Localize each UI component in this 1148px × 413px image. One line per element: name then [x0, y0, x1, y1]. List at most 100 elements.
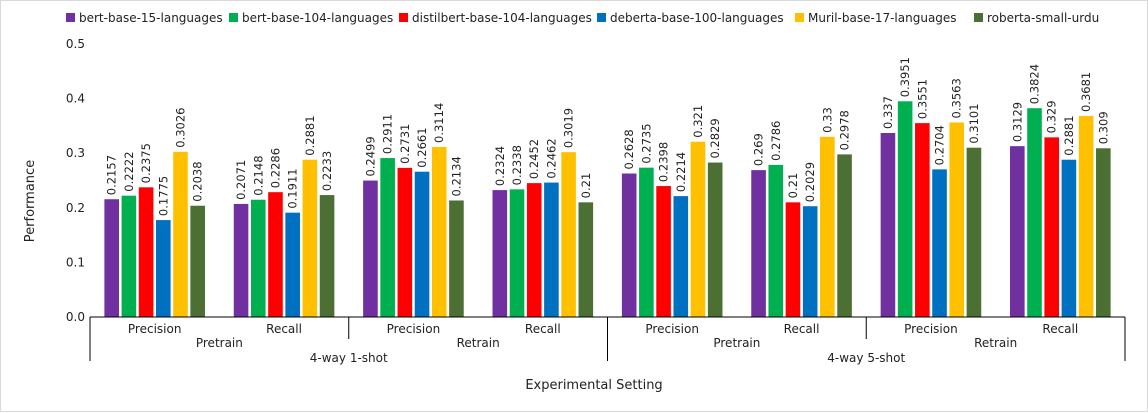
- legend-swatch: [229, 13, 238, 22]
- bar: [690, 141, 706, 317]
- bar-value-label: 0.3951: [898, 57, 912, 97]
- bar: [639, 167, 654, 317]
- bar: [397, 167, 413, 317]
- legend-swatch: [974, 13, 983, 22]
- x-tick-label: Precision: [645, 322, 699, 336]
- x-tick-label: Precision: [904, 322, 958, 336]
- bar-value-label: 0.2071: [234, 160, 248, 200]
- bar: [449, 200, 464, 317]
- bar-value-label: 0.2375: [139, 143, 153, 183]
- bar: [302, 159, 318, 317]
- bar: [414, 171, 430, 317]
- y-tick-label: 0.0: [66, 310, 85, 324]
- bar: [932, 169, 947, 317]
- bar-value-label: 0.3101: [967, 103, 981, 143]
- legend-swatch: [795, 13, 804, 22]
- legend-swatch: [597, 13, 606, 22]
- legend-label: roberta-small-urdu: [987, 11, 1099, 25]
- bar-value-label: 0.1775: [156, 176, 170, 216]
- bar: [966, 147, 982, 317]
- bar-value-label: 0.2338: [510, 145, 524, 185]
- bar: [1027, 108, 1042, 318]
- bar-value-label: 0.2222: [122, 151, 136, 191]
- chart-legend: bert-base-15-languages bert-base-104-lang…: [66, 11, 1099, 25]
- y-tick-label: 0.3: [66, 146, 85, 160]
- bar-value-label: 0.2829: [708, 118, 722, 158]
- x-group-label: Pretrain: [713, 336, 760, 350]
- bar: [285, 212, 300, 317]
- bar-value-label: 0.2324: [493, 146, 507, 186]
- x-axis-title: Experimental Setting: [525, 378, 662, 393]
- bar-value-label: 0.2881: [1062, 115, 1076, 155]
- bar-value-label: 0.2881: [303, 115, 317, 155]
- bar-value-label: 0.2735: [639, 123, 653, 163]
- legend-swatch: [399, 13, 408, 22]
- bar: [561, 152, 576, 317]
- bar: [820, 136, 835, 317]
- bar: [837, 154, 852, 317]
- bar: [155, 220, 171, 317]
- x-tick-label: Precision: [128, 322, 182, 336]
- bar-value-label: 0.2214: [674, 152, 688, 192]
- bar-value-label: 0.2786: [769, 121, 783, 161]
- bar: [104, 199, 119, 317]
- bar: [138, 187, 154, 317]
- y-axis-title: Performance: [23, 160, 38, 242]
- bar-value-label: 0.3129: [1010, 102, 1024, 142]
- bar-value-label: 0.2233: [320, 151, 334, 191]
- bar: [578, 202, 594, 317]
- x-setting-label: 4-way 1-shot: [310, 351, 388, 365]
- bar: [707, 162, 723, 317]
- x-setting-label: 4-way 5-shot: [827, 351, 905, 365]
- x-group-label: Retrain: [974, 336, 1017, 350]
- bar: [897, 101, 913, 318]
- bar-value-label: 0.309: [1096, 111, 1110, 144]
- bar-value-label: 0.2978: [838, 110, 852, 150]
- bar: [621, 173, 637, 317]
- bar: [268, 192, 283, 317]
- legend-label: deberta-base-100-languages: [610, 11, 784, 25]
- bar-value-label: 0.2398: [657, 142, 671, 182]
- bar: [1078, 116, 1094, 318]
- bar: [1010, 146, 1025, 317]
- bar-value-label: 0.3114: [432, 103, 446, 143]
- x-group-label: Retrain: [457, 336, 500, 350]
- bar: [751, 170, 766, 317]
- x-axis: Precision Recall Precision Recall Precision R…: [89, 316, 1126, 365]
- x-tick-label: Recall: [1042, 322, 1078, 336]
- bar-value-label: 0.3563: [950, 78, 964, 118]
- bar-value-label: 0.1911: [286, 168, 300, 208]
- bar-value-label: 0.3551: [915, 79, 929, 119]
- bar-value-label: 0.2661: [415, 127, 429, 167]
- bar: [1061, 159, 1077, 317]
- bar-value-label: 0.2731: [398, 124, 412, 164]
- bar: [1096, 148, 1111, 317]
- bar-value-label: 0.3681: [1079, 72, 1093, 112]
- x-tick-label: Recall: [784, 322, 820, 336]
- bar: [492, 190, 508, 317]
- bar-value-label: 0.329: [1045, 100, 1059, 133]
- legend-label: distilbert-base-104-languages: [412, 11, 592, 25]
- bar-value-label: 0.3824: [1028, 64, 1042, 104]
- bar: [949, 122, 965, 317]
- bar: [544, 182, 559, 317]
- bar: [785, 202, 801, 317]
- y-tick-label: 0.5: [66, 37, 85, 51]
- bar: [509, 189, 525, 317]
- bar-value-label: 0.2134: [449, 156, 463, 196]
- legend-swatch: [66, 13, 75, 22]
- bar-value-label: 0.2029: [803, 162, 817, 202]
- bar: [656, 186, 671, 317]
- bar-value-label: 0.2286: [268, 148, 282, 188]
- x-tick-label: Precision: [387, 322, 441, 336]
- bar-value-label: 0.33: [820, 107, 834, 133]
- legend-label: bert-base-104-languages: [242, 11, 393, 25]
- bar: [673, 196, 689, 317]
- bar-value-label: 0.2499: [363, 136, 377, 176]
- bar: [250, 199, 266, 317]
- bar-value-label: 0.337: [881, 96, 895, 129]
- bar: [190, 205, 205, 317]
- bar: [880, 132, 896, 317]
